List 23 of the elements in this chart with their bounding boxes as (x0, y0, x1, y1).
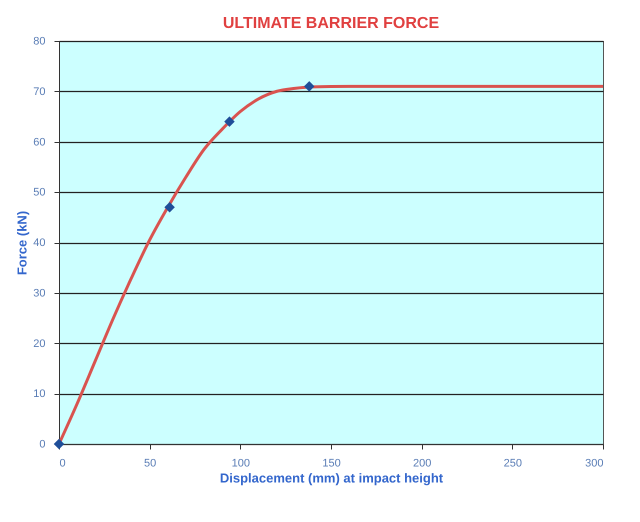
y-tick-label: 50 (33, 186, 46, 199)
point (54, 438, 64, 450)
point (224, 116, 235, 127)
y-tick-label: 20 (33, 338, 46, 350)
y-tick-label: 40 (33, 237, 46, 249)
y-axis-title: Force (kN) (14, 210, 30, 276)
y-tick-label: 60 (33, 136, 46, 148)
point (304, 81, 314, 92)
y-tick-label: 30 (33, 287, 46, 300)
x-tick-label: 300 (585, 458, 604, 470)
x-axis-title: Displacement (mm) at impact height (220, 470, 444, 486)
chart-title: ULTIMATE BARRIER FORCE (222, 15, 440, 32)
x-tick-label: 100 (232, 458, 250, 470)
y-tick-label: 80 (33, 36, 46, 48)
x-tick-label: 200 (412, 458, 432, 470)
y-tick-label: 0 (39, 438, 46, 450)
x-tick-label: 250 (504, 458, 522, 470)
y-tick-label: 70 (33, 86, 46, 98)
x-tick-label: 50 (144, 458, 156, 470)
x-tick-label: 0 (60, 458, 66, 470)
y-tick-label: 10 (33, 388, 46, 400)
x-tick-label: 150 (322, 458, 341, 470)
point (164, 202, 175, 212)
